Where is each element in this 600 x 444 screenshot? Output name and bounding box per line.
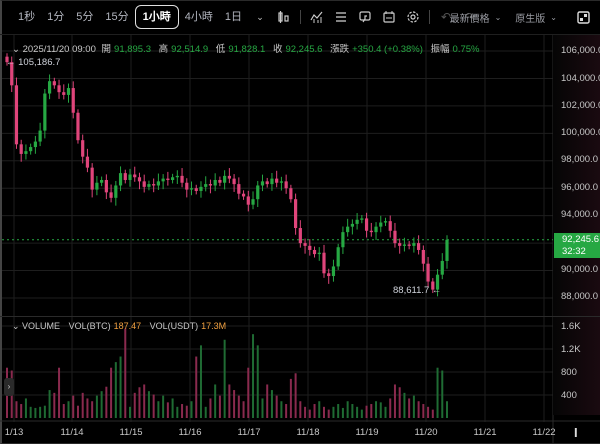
chevron-down-icon[interactable]: ⌄ [12,321,23,331]
list-icon[interactable] [332,8,350,26]
change-value: +350.4 (+0.38%) [352,44,423,55]
y-tick: 106,000.0 [561,45,600,56]
fullscreen-icon[interactable] [574,8,592,26]
y-tick: 104,000.0 [561,73,600,84]
x-tick: 11/16 [178,427,202,438]
y-tick: 90,000.0 [561,264,598,275]
indicators-icon[interactable] [308,8,326,26]
change-label: 漲跌 [330,44,350,55]
timeframe-1s[interactable]: 1秒 [18,11,36,23]
timeframe-15m[interactable]: 15分 [105,11,129,23]
x-tick: 11/19 [355,427,379,438]
volume-title: VOLUME [22,321,61,331]
low-label: 低 [215,44,226,55]
y-tick: 100,000.0 [561,127,600,138]
y-tick: 102,000.0 [561,100,600,111]
x-tick: 11/18 [296,427,320,438]
x-tick: 11/14 [60,427,84,438]
replay-icon[interactable] [356,8,374,26]
vol-tick: 800 [561,367,577,378]
text-cursor-icon[interactable]: I [574,425,578,440]
low-value: 91,828.1 [228,44,266,55]
high-label: 高 [158,44,169,55]
bar-style-icon[interactable] [275,8,293,26]
vol-tick: 1.6K [561,321,581,332]
y-tick: 96,000.0 [561,182,598,193]
amplitude-label: 振幅 [430,44,450,55]
high-marker: ← 105,186.7 [6,57,61,68]
time-axis[interactable]: 1/13 11/14 11/15 11/16 11/17 11/18 11/19… [0,422,556,444]
timeframe-4h[interactable]: 4小時 [184,11,213,23]
toolbar: 1秒 1分 5分 15分 1小時 4小時 1日 ⌄ ↶ ↷ 最新價格 ⌄ 原生版 ⌄ [0,0,600,35]
undo-icon[interactable]: ↶ [440,10,452,24]
settings-icon[interactable] [404,8,422,26]
y-tick: 94,000.0 [561,209,598,220]
timeframe-1m[interactable]: 1分 [47,11,65,23]
price-type-label: 最新價格 [449,13,490,25]
template-icon[interactable] [380,8,398,26]
high-value: 92,514.9 [171,44,209,55]
vol-tick: 400 [561,390,577,401]
collapse-panel-handle[interactable]: › [4,378,14,396]
price-axis[interactable]: 106,000.0 104,000.0 102,000.0 100,000.0 … [553,35,600,415]
x-tick: 11/17 [237,427,261,438]
ohlc-datetime: 2025/11/20 09:00 [22,44,96,55]
redo-icon[interactable]: ↷ [464,10,476,24]
chevron-down-icon: ⌄ [550,12,557,22]
vol-tick: 1.2K [561,344,581,355]
x-tick: 11/20 [414,427,438,438]
open-value: 91,895.3 [114,44,152,55]
candle-countdown: 32:32 [562,246,586,257]
low-marker: 88,611.7 ← [393,285,442,296]
open-label: 開 [101,44,112,55]
vol-btc-value: 187.47 [113,321,142,331]
x-tick: 1/13 [4,427,24,438]
chevron-down-icon[interactable]: ⌄ [256,11,264,22]
x-tick: 11/22 [532,427,556,438]
chevron-down-icon[interactable]: ⌄ [12,44,23,55]
last-price-tag: 92,245.6 32:32 [554,233,600,258]
amplitude-value: 0.75% [452,44,480,55]
timeframe-5m[interactable]: 5分 [76,11,94,23]
price-type-dropdown[interactable]: 最新價格 ⌄ [450,10,502,25]
version-label: 原生版 [515,13,546,25]
y-tick: 98,000.0 [561,154,598,165]
vol-btc-label: VOL(BTC) [68,321,111,331]
volume-legend: ⌄ VOLUME VOL(BTC) 187.47 VOL(USDT) 17.3M [12,321,232,332]
x-tick: 11/21 [473,427,497,438]
chevron-down-icon: ⌄ [494,12,502,22]
ohlc-legend: ⌄ 2025/11/20 09:00 開 91,895.3 高 92,514.9 低… [12,41,484,55]
close-value: 92,245.6 [285,44,323,55]
vol-usdt-label: VOL(USDT) [149,321,199,331]
timeframe-1h[interactable]: 1小時 [134,5,179,29]
version-dropdown[interactable]: 原生版 ⌄ [515,10,557,25]
x-tick: 11/15 [119,427,143,438]
y-tick: 88,000.0 [561,291,598,302]
toolbar-divider [300,10,301,24]
last-price: 92,245.6 [562,234,599,245]
pane-divider[interactable] [0,316,600,317]
timeframe-1d[interactable]: 1日 [224,11,242,23]
close-label: 收 [272,44,283,55]
vol-usdt-value: 17.3M [201,321,227,331]
toolbar-divider [429,10,430,24]
